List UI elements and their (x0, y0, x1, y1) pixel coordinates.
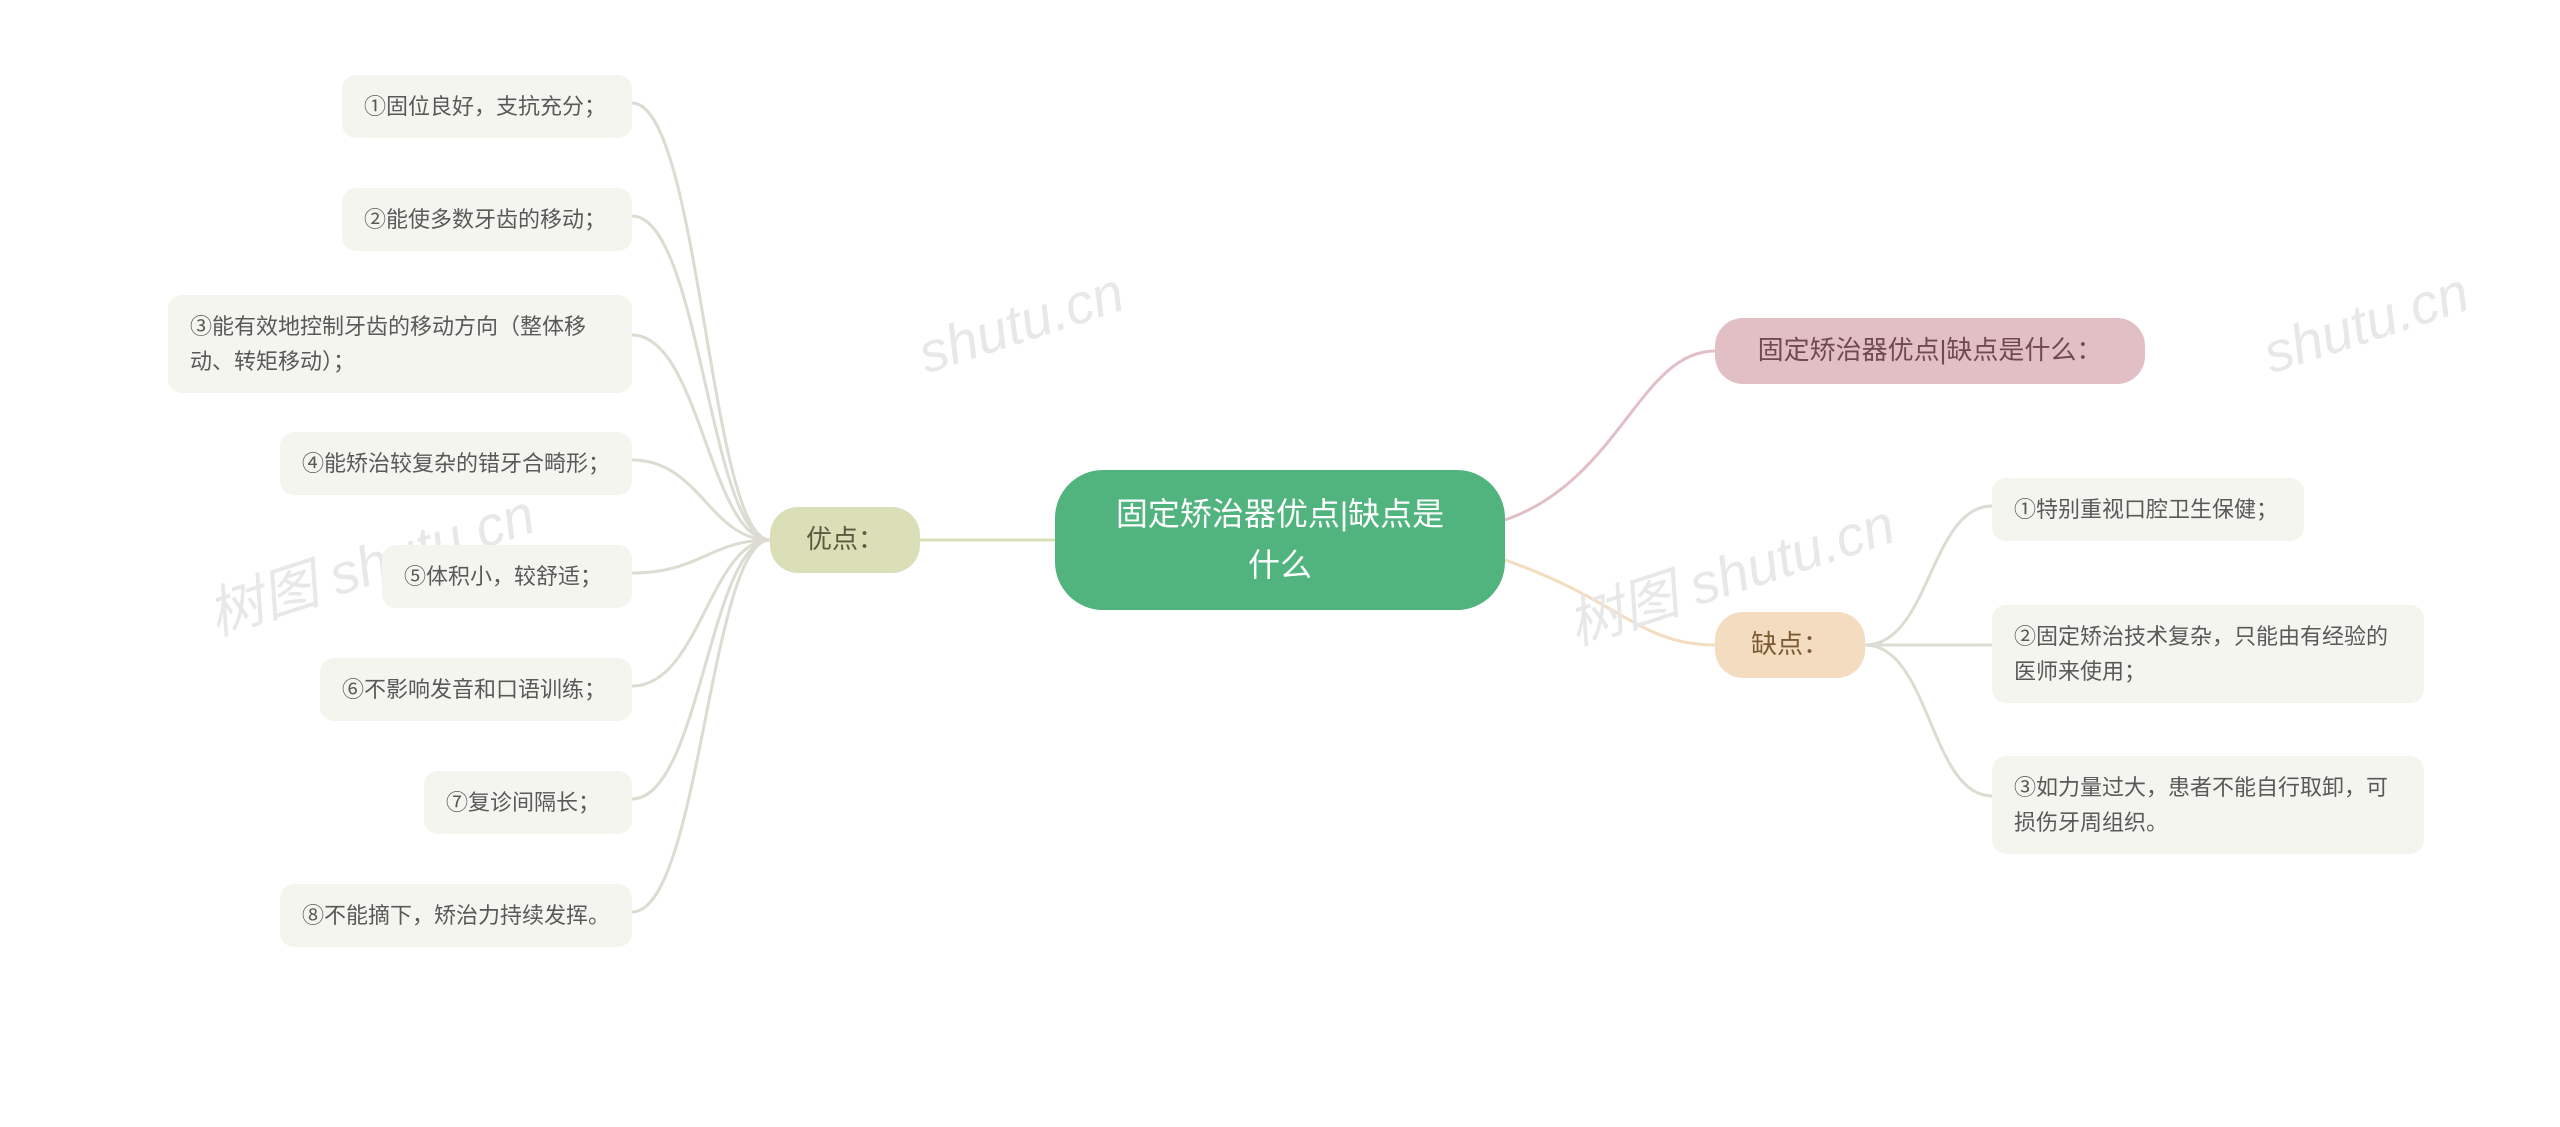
leaf-node[interactable]: ①固位良好，支抗充分； (342, 75, 632, 138)
leaf-node[interactable]: ⑧不能摘下，矫治力持续发挥。 (280, 884, 632, 947)
branch-advantages[interactable]: 优点： (770, 507, 920, 573)
leaf-node[interactable]: ②固定矫治技术复杂，只能由有经验的医师来使用； (1992, 605, 2424, 703)
leaf-node[interactable]: ④能矫治较复杂的错牙合畸形； (280, 432, 632, 495)
leaf-node[interactable]: ⑤体积小，较舒适； (382, 545, 632, 608)
leaf-node[interactable]: ⑦复诊间隔长； (424, 771, 632, 834)
root-node[interactable]: 固定矫治器优点|缺点是什么 (1055, 470, 1505, 610)
leaf-node[interactable]: ①特别重视口腔卫生保健； (1992, 478, 2304, 541)
leaf-node[interactable]: ③如力量过大，患者不能自行取卸，可损伤牙周组织。 (1992, 756, 2424, 854)
branch-title-repeat[interactable]: 固定矫治器优点|缺点是什么： (1715, 318, 2145, 384)
leaf-node[interactable]: ②能使多数牙齿的移动； (342, 188, 632, 251)
branch-disadvantages[interactable]: 缺点： (1715, 612, 1865, 678)
watermark: shutu.cn (910, 259, 1131, 386)
leaf-node[interactable]: ⑥不影响发音和口语训练； (320, 658, 632, 721)
watermark: shutu.cn (2255, 259, 2476, 386)
mindmap-canvas: 树图 shutu.cn shutu.cn 树图 shutu.cn shutu.c… (0, 0, 2560, 1127)
leaf-node[interactable]: ③能有效地控制牙齿的移动方向（整体移动、转矩移动）； (168, 295, 632, 393)
